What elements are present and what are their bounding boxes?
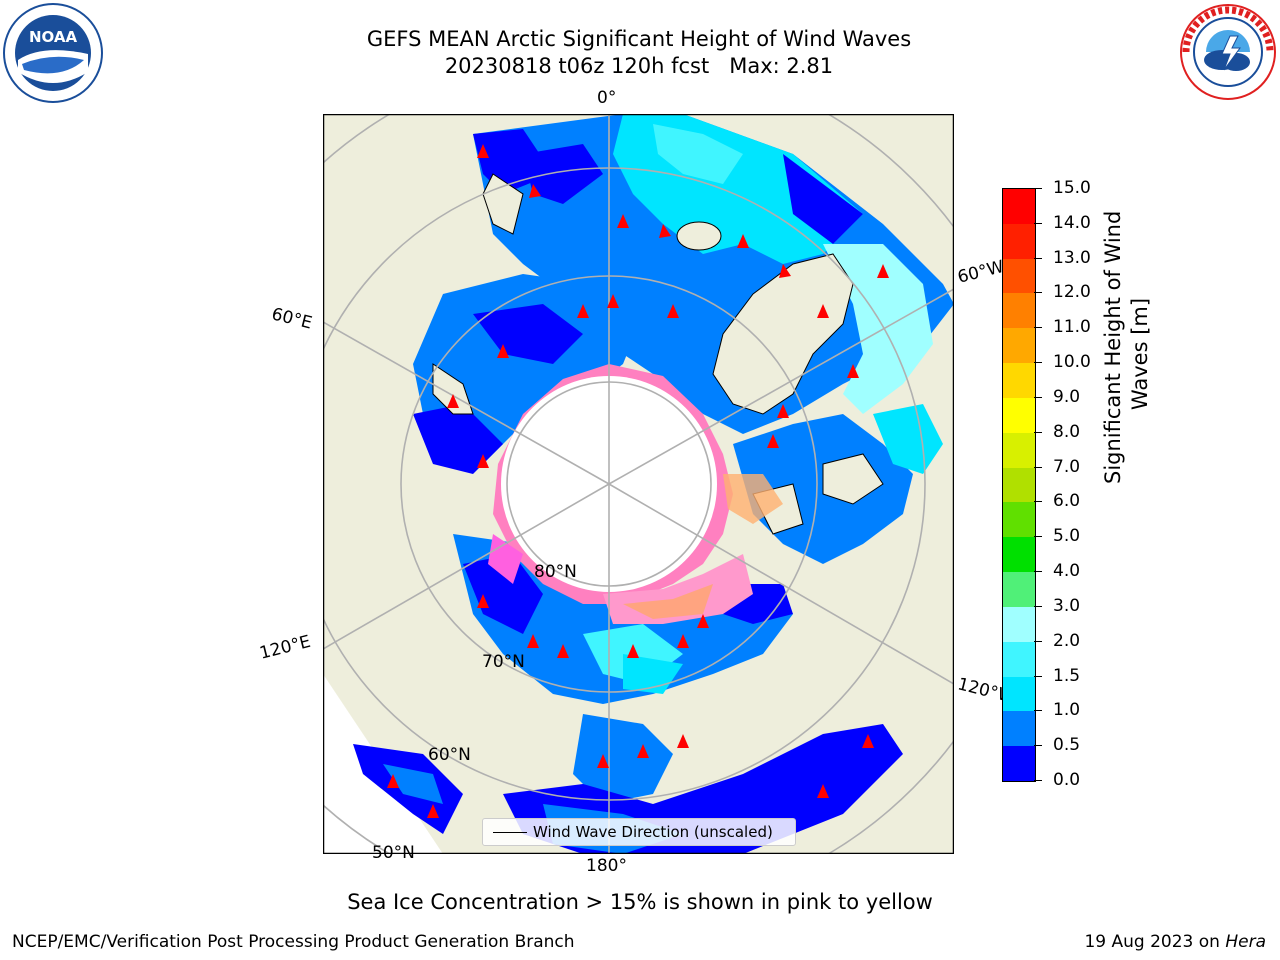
colorbar-tick-label: 15.0 (1053, 178, 1091, 198)
sea-ice-note: Sea Ice Concentration > 15% is shown in … (347, 890, 933, 914)
colorbar-segment (1003, 188, 1035, 224)
colorbar-segment (1003, 258, 1035, 294)
lon-label-120e: 120°E (257, 631, 313, 664)
map-graticule (323, 114, 954, 854)
polar-map (323, 114, 954, 854)
colorbar-segment (1003, 327, 1035, 364)
footer-host: Hera (1225, 932, 1266, 952)
colorbar (1002, 188, 1036, 782)
colorbar-tick-label: 1.0 (1053, 700, 1081, 721)
colorbar-tick-label: 0.5 (1053, 735, 1081, 756)
colorbar-tick (1034, 710, 1042, 712)
colorbar-tick-label: 8.0 (1053, 421, 1081, 442)
footer-date-text: 19 Aug 2023 on (1084, 932, 1226, 952)
colorbar-segment (1003, 676, 1035, 712)
colorbar-segment (1003, 571, 1035, 607)
colorbar-segment (1003, 536, 1035, 573)
colorbar-tick-label: 13.0 (1053, 247, 1091, 268)
colorbar-segment (1003, 362, 1035, 398)
colorbar-tick-label: 9.0 (1053, 386, 1081, 407)
colorbar-segment (1003, 501, 1035, 538)
colorbar-tick (1034, 675, 1042, 677)
map-svg (323, 114, 954, 854)
colorbar-tick (1034, 362, 1042, 364)
colorbar-tick (1034, 640, 1042, 642)
footer-organization: NCEP/EMC/Verification Post Processing Pr… (12, 932, 575, 952)
map-legend: Wind Wave Direction (unscaled) (482, 818, 796, 846)
lat-label-80n: 80°N (534, 562, 577, 582)
colorbar-tick (1034, 605, 1042, 607)
colorbar-segment (1003, 292, 1035, 329)
colorbar-tick (1034, 257, 1042, 259)
colorbar-tick (1034, 188, 1042, 189)
footer-date: 19 Aug 2023 on Hera (1084, 932, 1266, 952)
colorbar-segment (1003, 710, 1035, 747)
lon-label-60e: 60°E (269, 304, 315, 334)
colorbar-segment (1003, 432, 1035, 468)
legend-line (493, 832, 527, 833)
colorbar-segment (1003, 467, 1035, 503)
colorbar-tick (1034, 745, 1042, 747)
colorbar-tick (1034, 536, 1042, 538)
colorbar-tick (1034, 327, 1042, 329)
colorbar-tick-label: 7.0 (1053, 456, 1081, 477)
lat-label-60n: 60°N (428, 745, 471, 765)
colorbar-tick-label: 0.0 (1053, 770, 1081, 790)
colorbar-tick-label: 10.0 (1053, 352, 1091, 373)
colorbar-tick-label: 6.0 (1053, 491, 1081, 512)
colorbar-tick (1034, 780, 1042, 781)
lat-label-70n: 70°N (482, 652, 525, 672)
lat-label-50n: 50°N (372, 843, 415, 863)
colorbar-segment (1003, 223, 1035, 259)
colorbar-tick (1034, 396, 1042, 398)
colorbar-tick (1034, 466, 1042, 468)
colorbar-tick-label: 4.0 (1053, 561, 1081, 582)
noaa-logo: NOAA (3, 3, 103, 103)
colorbar-tick (1034, 501, 1042, 503)
colorbar-tick-label: 5.0 (1053, 526, 1081, 547)
noaa-logo-text: NOAA (29, 28, 78, 46)
colorbar-tick-label: 12.0 (1053, 282, 1091, 303)
title-line-2: 20230818 t06z 120h fcst Max: 2.81 (444, 54, 834, 78)
colorbar-tick (1034, 222, 1042, 224)
colorbar-tick-label: 1.5 (1053, 665, 1081, 686)
colorbar-tick-label: 3.0 (1053, 595, 1081, 616)
colorbar-tick (1034, 292, 1042, 294)
colorbar-tick (1034, 571, 1042, 573)
lon-label-60w: 60°W (955, 256, 1006, 288)
title-line-1: GEFS MEAN Arctic Significant Height of W… (366, 27, 912, 51)
chart-title: GEFS MEAN Arctic Significant Height of W… (0, 26, 1278, 80)
colorbar-segment (1003, 397, 1035, 433)
legend-label: Wind Wave Direction (unscaled) (533, 823, 773, 841)
colorbar-segment (1003, 745, 1035, 781)
colorbar-tick-label: 2.0 (1053, 630, 1081, 651)
lon-label-0: 0° (597, 88, 617, 108)
colorbar-tick (1034, 431, 1042, 433)
colorbar-title-line-2: Waves [m] (1128, 297, 1152, 411)
colorbar-tick-label: 11.0 (1053, 317, 1091, 338)
wind-wave-arrows (387, 144, 889, 818)
lon-label-180: 180° (586, 856, 627, 876)
colorbar-title-line-1: Significant Height of Wind (1101, 210, 1125, 484)
nws-logo (1180, 4, 1276, 100)
colorbar-tick-label: 14.0 (1053, 212, 1091, 233)
colorbar-segment (1003, 606, 1035, 642)
colorbar-segment (1003, 641, 1035, 677)
